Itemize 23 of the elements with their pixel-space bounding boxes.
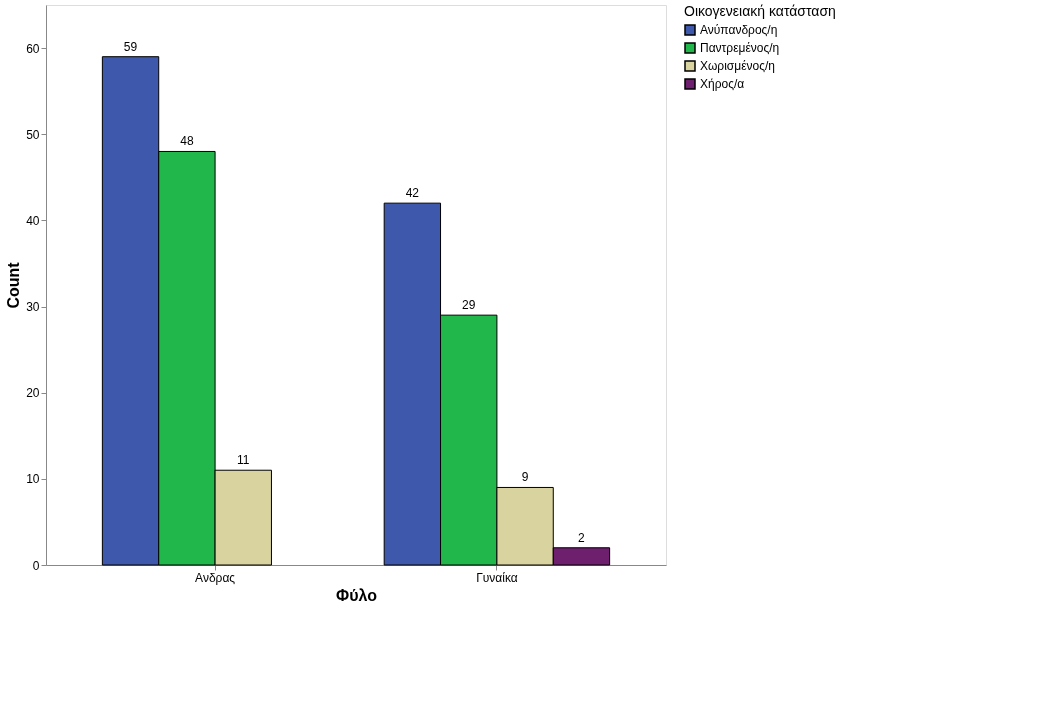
legend-label: Παντρεμένος/η: [700, 41, 780, 55]
data-label: 48: [180, 134, 194, 149]
y-tick-label: 30: [26, 300, 40, 315]
data-label: 2: [578, 530, 586, 545]
x-tick-label: Ανδρας: [195, 570, 236, 585]
data-label: 59: [123, 39, 138, 54]
y-tick-label: 10: [26, 472, 40, 487]
data-label: 9: [521, 470, 529, 485]
x-tick-label: Γυναίκα: [476, 570, 518, 585]
y-axis-title: Count: [5, 261, 23, 309]
y-tick-label: 60: [26, 41, 40, 56]
y-tick-label: 40: [26, 213, 40, 228]
legend-label: Ανύπανδρος/η: [700, 23, 778, 37]
y-tick-label: 50: [26, 127, 40, 142]
legend-label: Χωρισμένος/η: [700, 59, 775, 73]
y-tick-label: 0: [32, 558, 40, 573]
y-tick-label: 20: [26, 386, 40, 401]
legend-title: Οικογενειακή κατάσταση: [684, 3, 836, 19]
data-label: 11: [237, 453, 250, 468]
legend-label: Χήρος/α: [700, 77, 745, 91]
data-label: 29: [462, 298, 476, 313]
data-label: 42: [405, 186, 420, 201]
x-axis-title: Φύλο: [336, 586, 378, 604]
